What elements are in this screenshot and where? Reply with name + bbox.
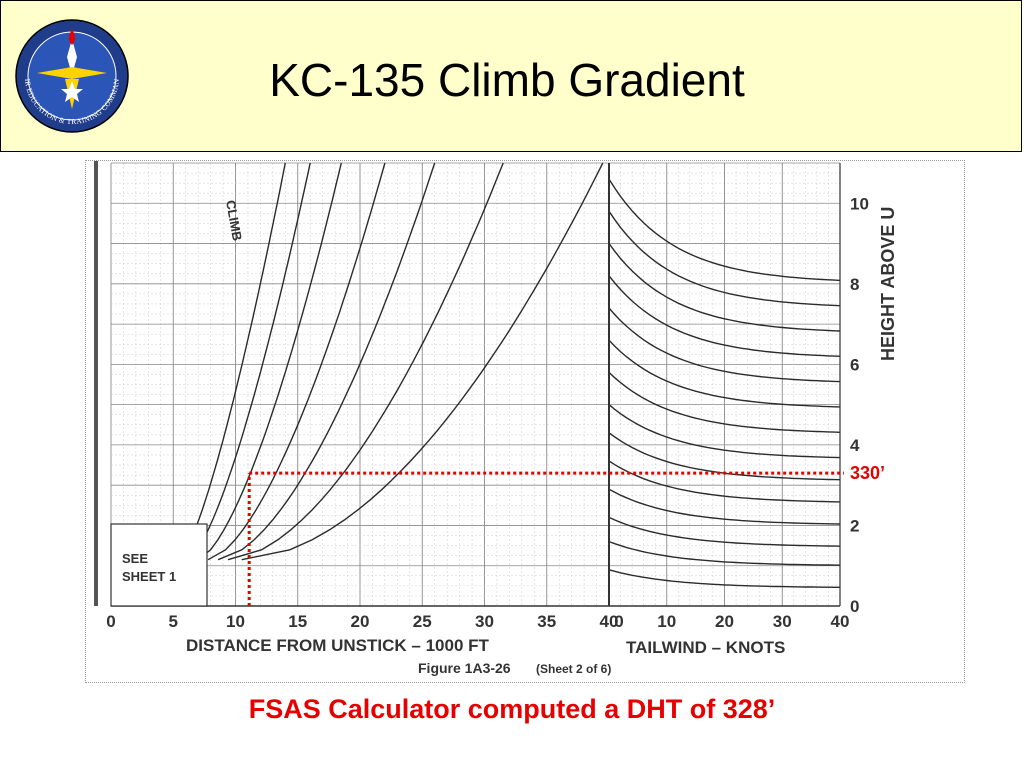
see-sheet-line-2: SHEET 1 [122, 569, 176, 584]
see-sheet-box [110, 523, 208, 607]
right-x-tick-label: 20 [715, 612, 734, 631]
chart-curves [178, 162, 841, 588]
slide-header: AIR EDUCATION & TRAINING COMMAND KC-135 … [0, 0, 1022, 152]
slide-title: KC-135 Climb Gradient [269, 54, 745, 106]
climb-gradient-chart: 0 5 10 15 20 25 30 35 40 0 10 20 30 40 0 2 4 6 8 10 330’ CL… [85, 160, 965, 683]
y-tick-label: 8 [850, 275, 859, 294]
y-tick-label: 10 [850, 194, 869, 213]
left-x-tick-label: 25 [413, 612, 432, 631]
climb-curve [187, 162, 311, 561]
y-tick-label: 0 [850, 597, 859, 616]
tailwind-curve [608, 488, 841, 525]
right-x-tick-label: 30 [773, 612, 792, 631]
climb-curve [217, 162, 436, 561]
see-sheet-line-1: SEE [122, 551, 148, 566]
aetc-seal-icon: AIR EDUCATION & TRAINING COMMAND [13, 17, 129, 133]
climb-curve [227, 162, 504, 561]
left-x-tick-label: 30 [475, 612, 494, 631]
right-panel-grid [608, 163, 841, 606]
tailwind-curve [608, 339, 841, 408]
y-tick-label: 4 [850, 436, 860, 455]
right-x-tick-label: 0 [614, 612, 623, 631]
tailwind-curve [608, 569, 840, 588]
left-x-tick-label: 0 [106, 612, 115, 631]
y-tick-label: 6 [850, 355, 859, 374]
tailwind-curve [608, 210, 841, 307]
right-x-tick-label: 40 [831, 612, 850, 631]
reading-overlay: 330’ [247, 463, 885, 606]
left-x-tick-label: 40 [600, 612, 619, 631]
left-x-axis-title: DISTANCE FROM UNSTICK – 1000 FT [186, 636, 490, 655]
sheet-label: (Sheet 2 of 6) [536, 662, 611, 676]
tailwind-curve [608, 404, 841, 459]
left-x-tick-label: 5 [169, 612, 178, 631]
tailwind-curve [608, 275, 841, 357]
y-axis-title: HEIGHT ABOVE U [878, 207, 898, 361]
left-x-tick-label: 35 [537, 612, 556, 631]
climb-curve [207, 162, 386, 561]
climb-curve [241, 162, 604, 561]
tailwind-curve [608, 460, 841, 503]
tailwind-curve [608, 307, 841, 383]
right-x-tick-label: 10 [657, 612, 676, 631]
tailwind-curve [608, 540, 841, 566]
left-x-tick-label: 15 [288, 612, 307, 631]
climb-curve [178, 162, 286, 561]
slide-caption: FSAS Calculator computed a DHT of 328’ [248, 694, 776, 724]
reading-value-label: 330’ [850, 463, 885, 483]
right-x-axis-title: TAILWIND – KNOTS [626, 638, 785, 657]
climb-label: CLIMB [223, 199, 245, 242]
tailwind-curve [608, 516, 841, 547]
y-tick-label: 2 [850, 516, 859, 535]
climb-curve [197, 162, 342, 561]
figure-label: Figure 1A3-26 [418, 660, 511, 676]
tailwind-curve [608, 371, 841, 433]
left-x-tick-label: 20 [351, 612, 370, 631]
tailwind-curve [608, 178, 841, 282]
left-x-tick-label: 10 [226, 612, 245, 631]
chart-labels: CLIMB SEE SHEET 1 DISTANCE FROM UNSTICK … [122, 199, 898, 676]
tailwind-curve [608, 243, 841, 332]
